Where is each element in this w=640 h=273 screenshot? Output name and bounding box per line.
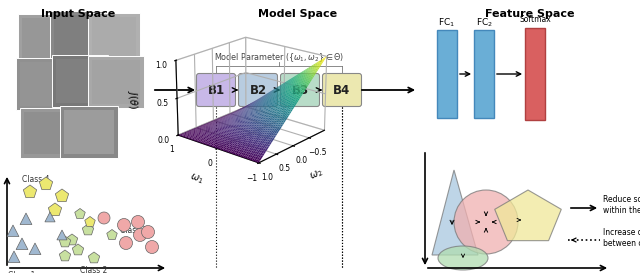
Bar xyxy=(60,106,118,158)
Bar xyxy=(52,55,108,107)
X-axis label: $\omega_2$: $\omega_2$ xyxy=(308,166,325,183)
Text: Class 2: Class 2 xyxy=(80,266,108,273)
Text: B1: B1 xyxy=(207,84,225,96)
Y-axis label: $\omega_1$: $\omega_1$ xyxy=(188,171,205,186)
Text: Class 1: Class 1 xyxy=(8,271,35,273)
Bar xyxy=(88,56,144,108)
Polygon shape xyxy=(39,177,52,190)
FancyBboxPatch shape xyxy=(196,73,236,106)
Bar xyxy=(92,17,136,57)
Bar xyxy=(88,13,140,61)
Polygon shape xyxy=(83,224,93,235)
Circle shape xyxy=(118,218,131,232)
Text: Model Space: Model Space xyxy=(259,9,337,19)
FancyBboxPatch shape xyxy=(239,73,278,106)
Polygon shape xyxy=(495,190,561,241)
Polygon shape xyxy=(432,170,478,255)
Text: Softmax: Softmax xyxy=(519,16,551,25)
Bar xyxy=(22,18,64,58)
Polygon shape xyxy=(29,243,41,254)
Polygon shape xyxy=(45,212,55,222)
Circle shape xyxy=(134,229,147,242)
Polygon shape xyxy=(60,250,70,261)
Bar xyxy=(16,58,68,110)
Circle shape xyxy=(131,215,145,229)
Circle shape xyxy=(120,236,132,250)
Bar xyxy=(92,60,140,104)
Polygon shape xyxy=(84,216,95,226)
Bar xyxy=(20,62,64,106)
Text: B4: B4 xyxy=(333,84,351,96)
Bar xyxy=(18,14,68,62)
Text: Input Space: Input Space xyxy=(41,9,115,19)
Polygon shape xyxy=(20,213,32,225)
Polygon shape xyxy=(7,225,19,236)
Text: Increase distance
between classes: Increase distance between classes xyxy=(603,228,640,248)
Text: B3: B3 xyxy=(291,84,308,96)
Polygon shape xyxy=(23,185,36,198)
Bar xyxy=(50,11,105,61)
Bar xyxy=(56,59,104,103)
Bar xyxy=(24,112,72,154)
FancyBboxPatch shape xyxy=(280,73,319,106)
Text: Feature Space: Feature Space xyxy=(485,9,575,19)
FancyBboxPatch shape xyxy=(323,73,362,106)
Polygon shape xyxy=(88,252,100,263)
Polygon shape xyxy=(8,251,20,263)
Text: Class 3: Class 3 xyxy=(120,226,147,235)
Polygon shape xyxy=(67,234,77,245)
Text: FC$_2$: FC$_2$ xyxy=(476,17,492,29)
Polygon shape xyxy=(107,230,117,239)
Polygon shape xyxy=(72,244,84,255)
Circle shape xyxy=(98,212,110,224)
Polygon shape xyxy=(57,230,67,240)
Bar xyxy=(525,28,545,120)
Polygon shape xyxy=(16,238,28,250)
Polygon shape xyxy=(49,203,61,216)
Circle shape xyxy=(454,190,518,254)
Bar xyxy=(64,110,114,154)
Bar xyxy=(474,30,494,118)
Text: Class 4: Class 4 xyxy=(22,175,49,184)
Polygon shape xyxy=(55,189,68,202)
Polygon shape xyxy=(75,209,85,218)
Text: Model Parameter ($\{\omega_1, \omega_2\}\in\Theta$): Model Parameter ($\{\omega_1, \omega_2\}… xyxy=(214,52,344,64)
Bar xyxy=(20,108,76,158)
Bar xyxy=(54,15,101,57)
Circle shape xyxy=(145,241,159,254)
Ellipse shape xyxy=(438,246,488,270)
Text: Reduce scatter
within the class: Reduce scatter within the class xyxy=(603,195,640,215)
Text: FC$_1$: FC$_1$ xyxy=(438,17,456,29)
Bar xyxy=(437,30,457,118)
Text: B2: B2 xyxy=(250,84,267,96)
Polygon shape xyxy=(60,236,70,247)
Circle shape xyxy=(141,225,154,239)
